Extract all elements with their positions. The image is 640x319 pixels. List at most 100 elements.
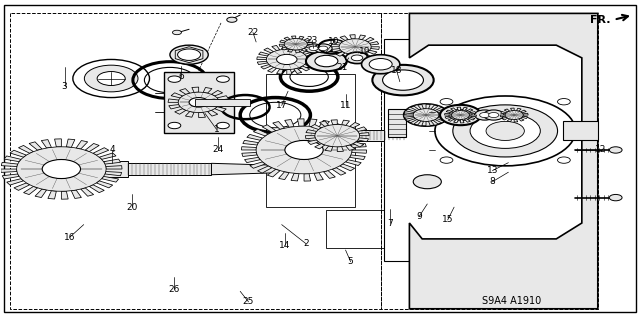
Polygon shape xyxy=(169,105,180,109)
Polygon shape xyxy=(504,109,509,112)
Polygon shape xyxy=(171,93,182,98)
Polygon shape xyxy=(358,138,369,142)
Polygon shape xyxy=(353,142,364,147)
Circle shape xyxy=(306,51,347,71)
Circle shape xyxy=(189,98,208,107)
Polygon shape xyxy=(410,120,419,124)
Polygon shape xyxy=(89,185,104,193)
Polygon shape xyxy=(250,162,266,168)
Circle shape xyxy=(305,44,323,53)
Circle shape xyxy=(168,122,180,129)
Polygon shape xyxy=(413,105,421,110)
Polygon shape xyxy=(349,155,365,160)
Circle shape xyxy=(404,104,449,126)
Polygon shape xyxy=(351,150,367,153)
Circle shape xyxy=(276,54,297,64)
Circle shape xyxy=(383,70,424,90)
Polygon shape xyxy=(6,179,24,185)
Polygon shape xyxy=(214,107,227,112)
Polygon shape xyxy=(198,112,205,118)
Polygon shape xyxy=(523,113,528,115)
Polygon shape xyxy=(500,112,506,114)
Polygon shape xyxy=(304,38,310,41)
Circle shape xyxy=(42,160,81,179)
Polygon shape xyxy=(328,123,341,131)
Circle shape xyxy=(168,76,180,82)
Polygon shape xyxy=(336,52,345,56)
Polygon shape xyxy=(71,190,81,198)
Polygon shape xyxy=(309,119,317,127)
Circle shape xyxy=(557,157,570,163)
Polygon shape xyxy=(282,47,287,50)
Polygon shape xyxy=(48,191,56,199)
Polygon shape xyxy=(260,64,271,69)
Polygon shape xyxy=(24,186,38,195)
Polygon shape xyxy=(257,61,268,64)
Polygon shape xyxy=(435,119,445,123)
Circle shape xyxy=(339,39,371,55)
Polygon shape xyxy=(445,116,452,118)
Text: 12: 12 xyxy=(595,145,607,154)
Polygon shape xyxy=(81,188,93,196)
Polygon shape xyxy=(451,108,456,112)
Polygon shape xyxy=(349,35,355,39)
Polygon shape xyxy=(195,99,250,106)
Polygon shape xyxy=(279,44,285,46)
Polygon shape xyxy=(516,108,521,111)
Circle shape xyxy=(216,122,229,129)
Polygon shape xyxy=(273,122,285,129)
Polygon shape xyxy=(463,107,467,111)
Polygon shape xyxy=(325,146,333,151)
Text: 10: 10 xyxy=(328,38,340,47)
Circle shape xyxy=(315,55,338,67)
Polygon shape xyxy=(204,87,212,93)
Circle shape xyxy=(449,109,472,121)
Circle shape xyxy=(178,92,219,113)
Text: 18: 18 xyxy=(391,66,403,75)
Polygon shape xyxy=(308,140,319,145)
Circle shape xyxy=(486,122,524,140)
Circle shape xyxy=(488,113,499,118)
Circle shape xyxy=(609,195,622,201)
Polygon shape xyxy=(511,108,514,111)
Polygon shape xyxy=(54,139,61,147)
Polygon shape xyxy=(438,116,448,119)
Polygon shape xyxy=(369,41,379,45)
Polygon shape xyxy=(436,109,447,113)
Text: 19: 19 xyxy=(359,47,371,56)
Polygon shape xyxy=(291,173,299,181)
Bar xyxy=(388,109,406,137)
Polygon shape xyxy=(175,109,186,114)
Polygon shape xyxy=(331,44,340,47)
Polygon shape xyxy=(465,119,470,122)
Polygon shape xyxy=(42,140,51,148)
Polygon shape xyxy=(242,152,257,156)
Circle shape xyxy=(285,140,323,160)
Polygon shape xyxy=(61,191,68,199)
Polygon shape xyxy=(280,40,286,43)
Polygon shape xyxy=(85,144,99,152)
Text: 24: 24 xyxy=(212,145,223,154)
Polygon shape xyxy=(445,113,452,115)
Polygon shape xyxy=(410,13,598,309)
Polygon shape xyxy=(168,99,179,102)
Bar xyxy=(384,39,588,261)
Polygon shape xyxy=(303,50,313,54)
Polygon shape xyxy=(35,189,47,197)
Polygon shape xyxy=(104,159,120,164)
Polygon shape xyxy=(262,125,276,132)
Circle shape xyxy=(170,45,208,64)
Polygon shape xyxy=(186,111,194,117)
Circle shape xyxy=(319,46,328,50)
Polygon shape xyxy=(257,166,272,173)
Bar xyxy=(563,122,598,140)
Polygon shape xyxy=(448,118,455,121)
Bar xyxy=(164,72,234,132)
Circle shape xyxy=(266,49,307,70)
Polygon shape xyxy=(405,117,415,121)
Circle shape xyxy=(17,147,106,191)
Polygon shape xyxy=(180,89,190,94)
Circle shape xyxy=(351,55,363,61)
Polygon shape xyxy=(315,144,325,149)
Polygon shape xyxy=(358,35,365,40)
